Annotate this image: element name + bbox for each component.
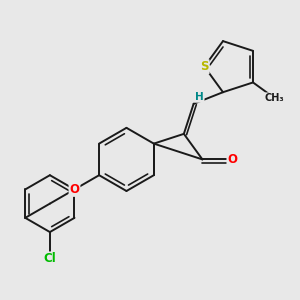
Text: O: O <box>227 153 237 166</box>
Text: CH₃: CH₃ <box>265 93 284 103</box>
Text: S: S <box>200 60 209 73</box>
Text: O: O <box>70 183 80 196</box>
Text: H: H <box>195 92 204 102</box>
Text: Cl: Cl <box>44 252 56 266</box>
